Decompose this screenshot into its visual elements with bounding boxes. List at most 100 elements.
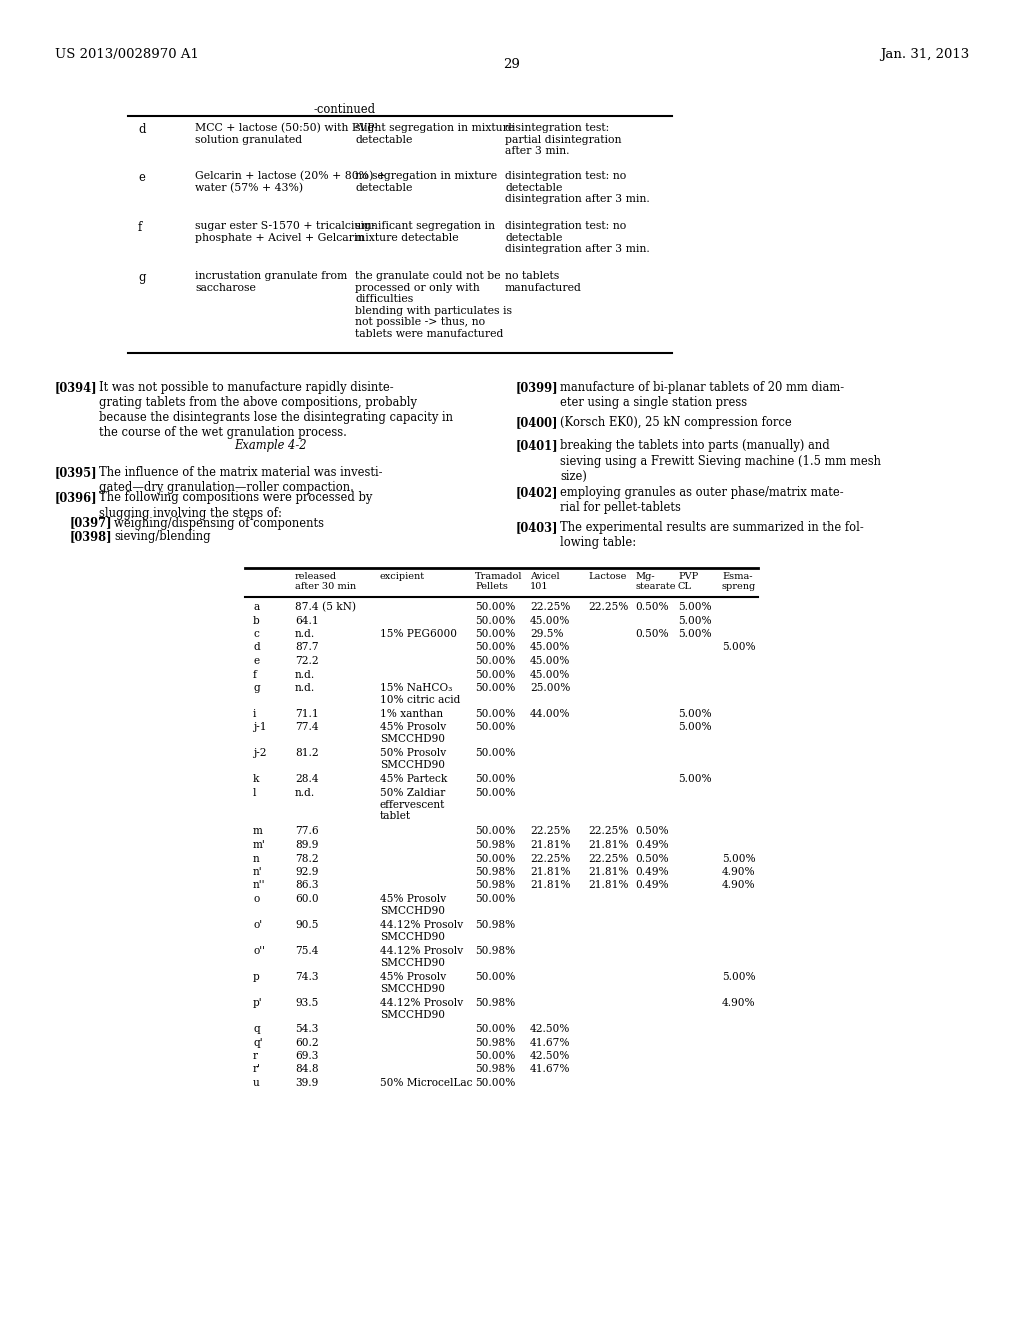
Text: 50.00%: 50.00% bbox=[475, 656, 515, 667]
Text: 21.81%: 21.81% bbox=[530, 880, 570, 891]
Text: e: e bbox=[138, 172, 144, 183]
Text: Avicel
101: Avicel 101 bbox=[530, 572, 560, 591]
Text: 28.4: 28.4 bbox=[295, 775, 318, 784]
Text: 90.5: 90.5 bbox=[295, 920, 318, 931]
Text: Esma-
spreng: Esma- spreng bbox=[722, 572, 757, 591]
Text: It was not possible to manufacture rapidly disinte-
grating tablets from the abo: It was not possible to manufacture rapid… bbox=[99, 381, 453, 440]
Text: employing granules as outer phase/matrix mate-
rial for pellet-tablets: employing granules as outer phase/matrix… bbox=[560, 486, 844, 513]
Text: r: r bbox=[253, 1051, 258, 1061]
Text: 4.90%: 4.90% bbox=[722, 998, 756, 1008]
Text: 5.00%: 5.00% bbox=[678, 722, 712, 733]
Text: 50.98%: 50.98% bbox=[475, 880, 515, 891]
Text: f: f bbox=[138, 220, 142, 234]
Text: [0395]: [0395] bbox=[55, 466, 97, 479]
Text: 50.98%: 50.98% bbox=[475, 998, 515, 1008]
Text: manufacture of bi-planar tablets of 20 mm diam-
eter using a single station pres: manufacture of bi-planar tablets of 20 m… bbox=[560, 381, 844, 409]
Text: 77.4: 77.4 bbox=[295, 722, 318, 733]
Text: 0.50%: 0.50% bbox=[635, 854, 669, 863]
Text: 50.00%: 50.00% bbox=[475, 682, 515, 693]
Text: 84.8: 84.8 bbox=[295, 1064, 318, 1074]
Text: US 2013/0028970 A1: US 2013/0028970 A1 bbox=[55, 48, 199, 61]
Text: 50.98%: 50.98% bbox=[475, 867, 515, 876]
Text: 0.50%: 0.50% bbox=[635, 602, 669, 612]
Text: o'': o'' bbox=[253, 946, 265, 956]
Text: 64.1: 64.1 bbox=[295, 615, 318, 626]
Text: 21.81%: 21.81% bbox=[588, 867, 629, 876]
Text: 81.2: 81.2 bbox=[295, 748, 318, 759]
Text: 50.00%: 50.00% bbox=[475, 669, 515, 680]
Text: m': m' bbox=[253, 840, 266, 850]
Text: sieving/blending: sieving/blending bbox=[114, 531, 211, 543]
Text: q: q bbox=[253, 1024, 260, 1034]
Text: 45.00%: 45.00% bbox=[530, 615, 570, 626]
Text: 72.2: 72.2 bbox=[295, 656, 318, 667]
Text: released
after 30 min: released after 30 min bbox=[295, 572, 356, 591]
Text: 50.00%: 50.00% bbox=[475, 630, 515, 639]
Text: 15% NaHCO₃
10% citric acid: 15% NaHCO₃ 10% citric acid bbox=[380, 682, 461, 705]
Text: 50.00%: 50.00% bbox=[475, 788, 515, 799]
Text: 71.1: 71.1 bbox=[295, 709, 318, 719]
Text: 22.25%: 22.25% bbox=[588, 602, 629, 612]
Text: [0400]: [0400] bbox=[516, 416, 558, 429]
Text: 5.00%: 5.00% bbox=[722, 972, 756, 982]
Text: b: b bbox=[253, 615, 260, 626]
Text: 60.2: 60.2 bbox=[295, 1038, 318, 1048]
Text: Mg-
stearate: Mg- stearate bbox=[635, 572, 676, 591]
Text: [0403]: [0403] bbox=[516, 521, 558, 535]
Text: 15% PEG6000: 15% PEG6000 bbox=[380, 630, 457, 639]
Text: 54.3: 54.3 bbox=[295, 1024, 318, 1034]
Text: The following compositions were processed by
slugging involving the steps of:: The following compositions were processe… bbox=[99, 491, 373, 520]
Text: 50.00%: 50.00% bbox=[475, 894, 515, 904]
Text: 5.00%: 5.00% bbox=[722, 854, 756, 863]
Text: 45% Prosolv
SMCCHD90: 45% Prosolv SMCCHD90 bbox=[380, 722, 446, 744]
Text: 5.00%: 5.00% bbox=[678, 709, 712, 719]
Text: sugar ester S-1570 + tricalcium-
phosphate + Acivel + Gelcarin: sugar ester S-1570 + tricalcium- phospha… bbox=[195, 220, 375, 243]
Text: -continued: -continued bbox=[314, 103, 376, 116]
Text: 44.12% Prosolv
SMCCHD90: 44.12% Prosolv SMCCHD90 bbox=[380, 920, 463, 941]
Text: e: e bbox=[253, 656, 259, 667]
Text: n.d.: n.d. bbox=[295, 669, 315, 680]
Text: 45% Parteck: 45% Parteck bbox=[380, 775, 447, 784]
Text: 5.00%: 5.00% bbox=[678, 775, 712, 784]
Text: The experimental results are summarized in the fol-
lowing table:: The experimental results are summarized … bbox=[560, 521, 864, 549]
Text: n'': n'' bbox=[253, 880, 265, 891]
Text: j-2: j-2 bbox=[253, 748, 266, 759]
Text: 5.00%: 5.00% bbox=[678, 615, 712, 626]
Text: 50.00%: 50.00% bbox=[475, 615, 515, 626]
Text: 41.67%: 41.67% bbox=[530, 1064, 570, 1074]
Text: no tablets
manufactured: no tablets manufactured bbox=[505, 271, 582, 293]
Text: 50% MicrocelLac: 50% MicrocelLac bbox=[380, 1078, 472, 1088]
Text: 0.50%: 0.50% bbox=[635, 630, 669, 639]
Text: 42.50%: 42.50% bbox=[530, 1024, 570, 1034]
Text: k: k bbox=[253, 775, 259, 784]
Text: [0396]: [0396] bbox=[55, 491, 97, 504]
Text: 22.25%: 22.25% bbox=[530, 602, 570, 612]
Text: m: m bbox=[253, 826, 263, 837]
Text: 39.9: 39.9 bbox=[295, 1078, 318, 1088]
Text: 21.81%: 21.81% bbox=[588, 840, 629, 850]
Text: disintegration test: no
detectable
disintegration after 3 min.: disintegration test: no detectable disin… bbox=[505, 172, 650, 205]
Text: 5.00%: 5.00% bbox=[678, 630, 712, 639]
Text: i: i bbox=[253, 709, 256, 719]
Text: slight segregation in mixture
detectable: slight segregation in mixture detectable bbox=[355, 123, 514, 145]
Text: 0.49%: 0.49% bbox=[635, 880, 669, 891]
Text: 29: 29 bbox=[504, 58, 520, 71]
Text: 45.00%: 45.00% bbox=[530, 669, 570, 680]
Text: 45% Prosolv
SMCCHD90: 45% Prosolv SMCCHD90 bbox=[380, 972, 446, 994]
Text: [0394]: [0394] bbox=[55, 381, 97, 393]
Text: l: l bbox=[253, 788, 256, 799]
Text: 50.98%: 50.98% bbox=[475, 946, 515, 956]
Text: 50.00%: 50.00% bbox=[475, 775, 515, 784]
Text: j-1: j-1 bbox=[253, 722, 266, 733]
Text: r': r' bbox=[253, 1064, 261, 1074]
Text: 60.0: 60.0 bbox=[295, 894, 318, 904]
Text: Example 4-2: Example 4-2 bbox=[233, 440, 306, 451]
Text: 0.50%: 0.50% bbox=[635, 826, 669, 837]
Text: incrustation granulate from
saccharose: incrustation granulate from saccharose bbox=[195, 271, 347, 293]
Text: The influence of the matrix material was investi-
gated—dry granulation—roller c: The influence of the matrix material was… bbox=[99, 466, 383, 495]
Text: 50.00%: 50.00% bbox=[475, 643, 515, 652]
Text: 50.00%: 50.00% bbox=[475, 1078, 515, 1088]
Text: [0397]: [0397] bbox=[70, 516, 113, 529]
Text: g: g bbox=[253, 682, 260, 693]
Text: 89.9: 89.9 bbox=[295, 840, 318, 850]
